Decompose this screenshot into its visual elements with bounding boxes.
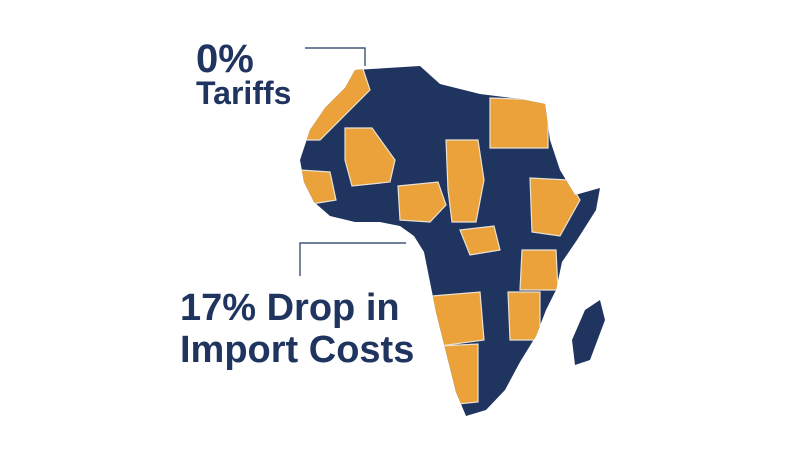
callout-lines — [299, 47, 406, 276]
country — [439, 343, 479, 405]
country — [344, 127, 396, 187]
country — [397, 181, 447, 223]
country — [507, 291, 541, 341]
callout-line — [305, 47, 366, 66]
country — [445, 139, 485, 223]
country — [519, 249, 559, 291]
country — [459, 225, 501, 256]
callout-text: Import Costs — [180, 329, 414, 371]
callout-text: Tariffs — [196, 75, 291, 111]
country — [529, 177, 581, 237]
country — [489, 97, 549, 149]
country — [300, 66, 371, 141]
callout-line — [299, 242, 406, 276]
callout-text: 17% Drop in — [180, 287, 400, 329]
country — [300, 169, 337, 207]
madagascar — [572, 300, 605, 365]
callout-text: 0% — [196, 37, 254, 81]
country — [431, 291, 485, 347]
